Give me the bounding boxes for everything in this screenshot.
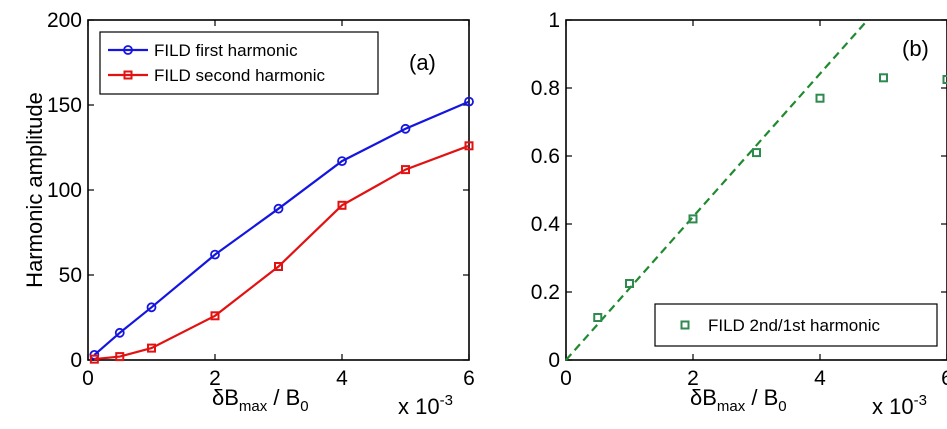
panel-a-x-axis-label: δBmax / B0 xyxy=(212,385,309,415)
panel-a-series-1-point xyxy=(146,302,157,313)
panel-b-series-1-point xyxy=(879,73,888,83)
panel-b-y-tick-label: 0.8 xyxy=(531,77,560,100)
panel-b-legend-marker-1 xyxy=(680,320,690,330)
panel-b-y-tick-label: 1 xyxy=(548,9,560,32)
panel-b-legend-box xyxy=(654,303,938,347)
panel-a-legend-marker-2 xyxy=(123,70,133,80)
panel-a-y-tick-label: 100 xyxy=(47,179,82,202)
panel-b-series-1-point xyxy=(815,93,825,103)
panel-a-x-tick-label: 6 xyxy=(463,367,475,390)
panel-a-series-1-point xyxy=(400,123,411,134)
panel-a-series-2-point xyxy=(89,354,99,364)
panel-b-legend-label-1: FILD 2nd/1st harmonic xyxy=(708,316,880,335)
panel-a-y-tick-label: 0 xyxy=(70,349,82,372)
panel-b-series-1-point xyxy=(942,75,947,84)
panel-a-series-2-point xyxy=(464,141,474,151)
panel-b-y-tick-label: 0.2 xyxy=(531,281,560,304)
panel-a-legend-box xyxy=(99,31,379,95)
panel-b-series-1-point xyxy=(593,313,603,322)
panel-a-legend: FILD first harmonic FILD second harmonic xyxy=(99,31,379,95)
panel-b-series-1-point xyxy=(688,214,698,224)
panel-a-x-tick-label: 2 xyxy=(209,367,221,390)
panel-b-series xyxy=(565,19,947,361)
panel-a-y-tick-label: 50 xyxy=(59,264,82,287)
panel-a-x-tick-label: 4 xyxy=(336,367,348,390)
panel-a-series-line-2 xyxy=(94,144,470,361)
panel-a-x-multiplier: x 10-3 xyxy=(398,392,453,419)
panel-b-x-tick-label: 0 xyxy=(560,367,572,390)
panel-b-letter: (b) xyxy=(902,36,929,61)
panel-a-series-1-point xyxy=(337,156,347,167)
panel-a-series-2-point xyxy=(401,165,410,175)
panel-b-y-tick-label: 0.4 xyxy=(531,213,561,236)
panel-b: 0 2 4 6 0 0.2 0.4 0.6 0.8 1 (b) δBmax / B0 x 10-3… xyxy=(531,9,947,419)
panel-b-legend: FILD 2nd/1st harmonic xyxy=(654,303,938,347)
panel-a-y-tick-label: 150 xyxy=(47,94,82,117)
panel-a-series-line-1 xyxy=(93,100,470,356)
panel-b-series-1-point xyxy=(625,279,634,288)
panel-b-ticks: 0 2 4 6 0 0.2 0.4 0.6 0.8 1 xyxy=(531,9,947,390)
panel-a-series-2-point xyxy=(115,352,125,362)
panel-b-series-1-point xyxy=(752,148,761,158)
panel-b-fit-line xyxy=(565,19,869,361)
panel-a-series-1-point xyxy=(114,327,125,338)
panel-a-letter: (a) xyxy=(409,50,436,75)
panel-a-series-2-point xyxy=(337,200,347,210)
panel-b-x-tick-label: 6 xyxy=(941,367,947,390)
panel-b-y-tick-label: 0.6 xyxy=(531,145,560,168)
panel-a-x-tick-label: 0 xyxy=(82,367,94,390)
panel-a-y-tick-label: 200 xyxy=(47,9,82,32)
panel-b-x-tick-label: 4 xyxy=(814,367,826,390)
panel-a-series-2-point xyxy=(147,343,156,353)
panel-a-series-1-point xyxy=(464,96,474,107)
panel-a-legend-marker-1 xyxy=(123,45,133,55)
panel-b-x-multiplier: x 10-3 xyxy=(872,392,927,419)
panel-b-x-axis-label: δBmax / B0 xyxy=(690,385,787,415)
panel-b-x-tick-label: 2 xyxy=(687,367,699,390)
panel-a-series-1-point xyxy=(273,203,284,214)
panel-a-series xyxy=(89,96,474,364)
panel-a-legend-label-2: FILD second harmonic xyxy=(154,66,326,85)
panel-b-y-tick-label: 0 xyxy=(548,349,560,372)
panel-a-series-2-point xyxy=(274,262,283,271)
panel-b-axes-frame xyxy=(565,19,947,361)
panel-a-y-axis-label: Harmonic amplitude xyxy=(22,92,47,288)
panel-a-series-1-point xyxy=(210,249,220,260)
panel-a-legend-label-1: FILD first harmonic xyxy=(154,41,298,60)
panel-a-series-2-point xyxy=(210,311,220,321)
